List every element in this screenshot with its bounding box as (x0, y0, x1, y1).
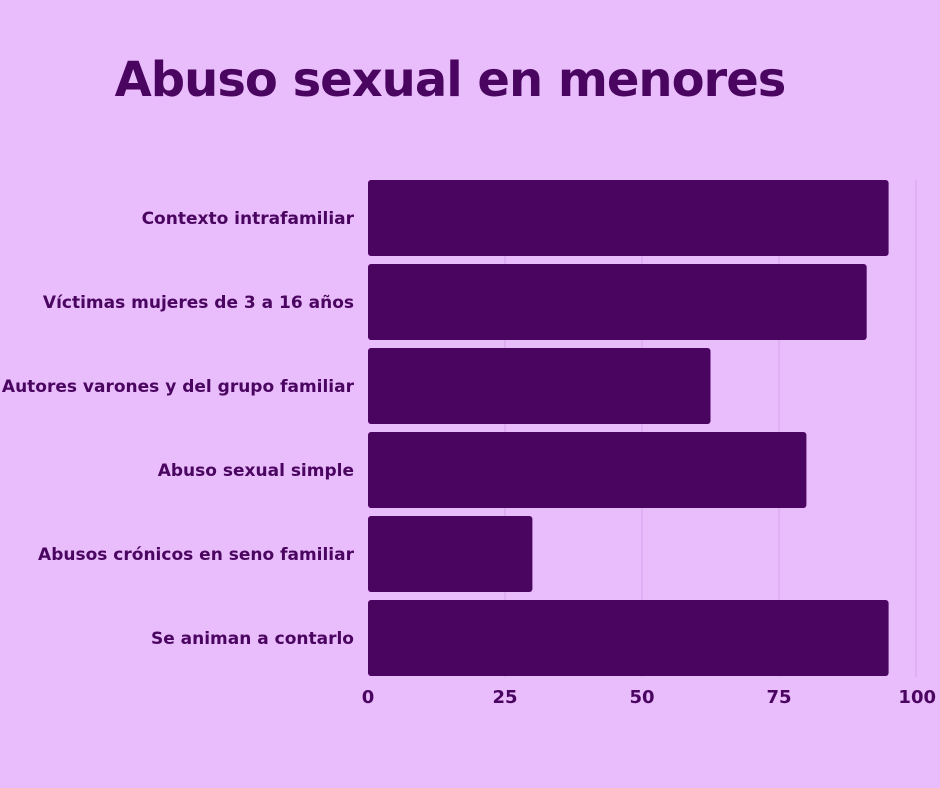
bars (368, 180, 889, 676)
bar (368, 516, 533, 592)
x-tick-label: 75 (766, 687, 791, 708)
bar (368, 180, 889, 256)
category-label: Abusos crónicos en seno familiar (38, 545, 355, 565)
category-label: Se animan a contarlo (151, 629, 354, 649)
bar (368, 264, 867, 340)
x-axis-tick-labels: 0 25 50 75 100 (362, 687, 936, 708)
category-labels: Contexto intrafamiliar Víctimas mujeres d… (2, 209, 355, 649)
category-label: Abuso sexual simple (158, 461, 354, 481)
x-tick-label: 0 (362, 687, 375, 708)
x-tick-label: 25 (492, 687, 517, 708)
category-label: Víctimas mujeres de 3 a 16 años (43, 293, 354, 313)
bar (368, 348, 711, 424)
category-label: Contexto intrafamiliar (142, 209, 355, 229)
grid-lines (504, 180, 917, 677)
bar (368, 600, 889, 676)
x-tick-label: 50 (629, 687, 654, 708)
x-tick-label: 100 (898, 687, 936, 708)
chart-title: Abuso sexual en menores (114, 52, 787, 108)
category-label: Autores varones y del grupo familiar (2, 377, 355, 397)
bar (368, 432, 807, 508)
